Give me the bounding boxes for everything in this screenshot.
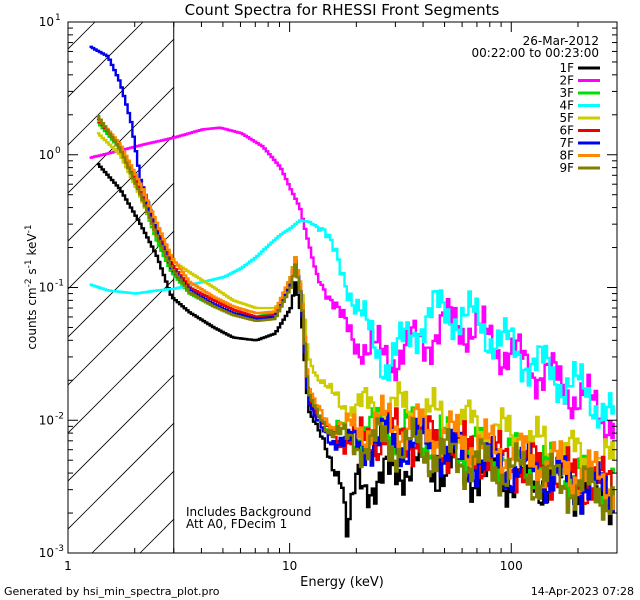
footer-generated-by: Generated by hsi_min_spectra_plot.pro [4,585,220,598]
y-tick-exponent: -2 [55,411,64,421]
series-9f [96,115,615,521]
legend-date: 26-Mar-2012 [523,34,599,48]
series-8f [96,116,615,511]
y-tick-exponent: -3 [55,544,64,554]
y-tick-label: 10 [39,15,54,29]
y-tick-label: 10 [39,281,54,295]
x-tick-label: 100 [500,559,523,573]
legend-label-3f: 3F [559,86,574,100]
hatch-line [68,38,174,146]
y-axis-label-mid: s [25,268,39,278]
y-tick-label: 10 [39,413,54,427]
series-layer [89,45,615,538]
y-axis-label-exp2: -1 [24,259,34,268]
annotation-attenuator: Att A0, FDecim 1 [186,517,287,531]
hatch-line [68,374,174,482]
hatch-line [68,230,174,338]
legend-label-1f: 1F [559,61,574,75]
y-axis-label-exp1: -2 [24,278,34,287]
y-tick-label: 10 [39,546,54,560]
legend: 26-Mar-2012 00:22:00 to 00:23:00 1F2F3F4… [472,34,600,175]
legend-label-5f: 5F [559,111,574,125]
x-tick-label: 10 [282,559,297,573]
series-4f [89,219,615,429]
y-tick-base: 10 [39,413,54,427]
legend-label-2f: 2F [559,74,574,88]
hatch-line [68,422,174,530]
series-2f [89,126,615,442]
y-tick-label: 10 [39,148,54,162]
legend-label-4f: 4F [559,99,574,113]
y-axis-label-exp3: -1 [24,224,34,233]
hatch-line [68,86,174,194]
legend-label-7f: 7F [559,136,574,150]
legend-label-9f: 9F [559,161,574,175]
annotations: Includes Background Att A0, FDecim 1 [186,505,311,531]
y-axis-label: counts cm-2 s-1 keV-1 [24,224,39,349]
legend-label-8f: 8F [559,149,574,163]
y-tick-base: 10 [39,148,54,162]
x-axis-label: Energy (keV) [300,575,384,590]
annotation-background: Includes Background [186,505,311,519]
y-tick-exponent: 1 [55,13,61,23]
legend-time-range: 00:22:00 to 00:23:00 [472,46,599,60]
x-tick-label: 1 [64,559,72,573]
footer-timestamp: 14-Apr-2023 07:28 [531,585,634,598]
hatch-line [68,278,174,386]
chart-title: Count Spectra for RHESSI Front Segments [185,1,500,19]
y-axis-label-tail: keV [25,233,39,260]
plot-frame [67,21,618,554]
y-tick-exponent: -1 [55,279,64,289]
y-tick-exponent: 0 [55,146,61,156]
y-tick-base: 10 [39,281,54,295]
y-axis-label-base: counts cm [25,287,39,349]
y-tick-base: 10 [39,546,54,560]
y-tick-base: 10 [39,15,54,29]
x-axis: 1 10 100 [64,22,618,573]
legend-label-6f: 6F [559,124,574,138]
hatch-line [620,22,640,553]
